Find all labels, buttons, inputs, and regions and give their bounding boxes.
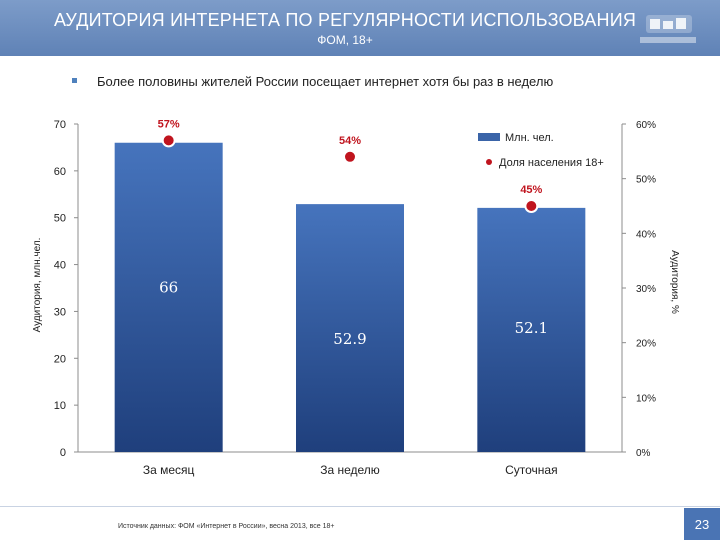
fom-logo-icon [640, 15, 696, 43]
share-marker [161, 133, 176, 148]
slide-title: АУДИТОРИЯ ИНТЕРНЕТА ПО РЕГУЛЯРНОСТИ ИСПО… [53, 10, 637, 30]
bar [114, 142, 223, 452]
page-number: 23 [684, 508, 720, 540]
y-tick-label-left: 10 [54, 400, 66, 412]
legend-marker-swatch [486, 159, 492, 165]
legend-marker-label: Доля населения 18+ [499, 157, 604, 169]
bullet-marker [72, 78, 77, 83]
header-bar: АУДИТОРИЯ ИНТЕРНЕТА ПО РЕГУЛЯРНОСТИ ИСПО… [0, 0, 720, 56]
y-tick-label-left: 40 [54, 260, 66, 272]
y-tick-label-right: 40% [636, 229, 656, 240]
x-tick-label: За месяц [143, 463, 195, 477]
y-tick-label-left: 60 [54, 166, 66, 178]
bar-value-label: 52.9 [333, 330, 366, 348]
y-tick-label-right: 60% [636, 120, 656, 131]
y-tick-label-left: 50 [54, 213, 66, 225]
source-note: Источник данных: ФОМ «Интернет в России»… [118, 523, 335, 530]
y-tick-label-left: 70 [54, 119, 66, 131]
share-marker-label: 54% [339, 135, 361, 147]
y-axis-title-right: Аудитория, % [669, 250, 680, 314]
y-tick-label-right: 0% [636, 448, 651, 459]
y-axis-title-left: Аудитория, млн.чел. [32, 238, 43, 333]
share-marker-label: 45% [520, 184, 542, 196]
footer-divider [0, 506, 720, 507]
x-tick-label: Суточная [505, 463, 558, 477]
y-tick-label-left: 0 [60, 447, 66, 459]
x-tick-label: За неделю [320, 463, 380, 477]
share-marker [524, 199, 539, 213]
chart-headline: Более половины жителей России посещает и… [97, 74, 554, 89]
bar-value-label: 66 [159, 279, 178, 297]
y-tick-label-left: 30 [54, 306, 66, 318]
y-tick-label-right: 50% [636, 175, 656, 186]
bar [296, 204, 404, 452]
share-marker [343, 149, 357, 164]
slide-subtitle: ФОМ, 18+ [317, 33, 373, 47]
bar-value-label: 52.1 [515, 319, 548, 337]
y-tick-label-right: 20% [636, 339, 656, 350]
y-tick-label-right: 10% [636, 393, 656, 404]
legend-bar-label: Млн. чел. [505, 132, 554, 144]
legend-bar-swatch [478, 133, 500, 141]
bar [477, 207, 586, 452]
share-marker-label: 57% [158, 118, 180, 130]
y-tick-label-left: 20 [54, 353, 66, 365]
y-tick-label-right: 30% [636, 284, 656, 295]
